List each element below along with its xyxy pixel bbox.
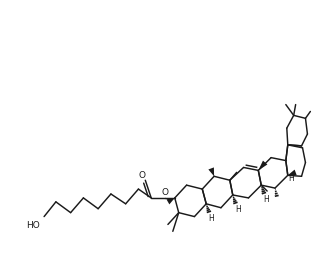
Polygon shape (288, 170, 297, 175)
Text: H: H (235, 205, 240, 214)
Text: O: O (162, 188, 168, 197)
Text: H: H (288, 174, 293, 183)
Text: HO: HO (26, 221, 40, 230)
Polygon shape (208, 167, 214, 176)
Text: O: O (139, 171, 146, 180)
Text: H: H (208, 214, 214, 223)
Polygon shape (258, 161, 267, 170)
Polygon shape (166, 198, 175, 204)
Text: H: H (263, 195, 269, 204)
